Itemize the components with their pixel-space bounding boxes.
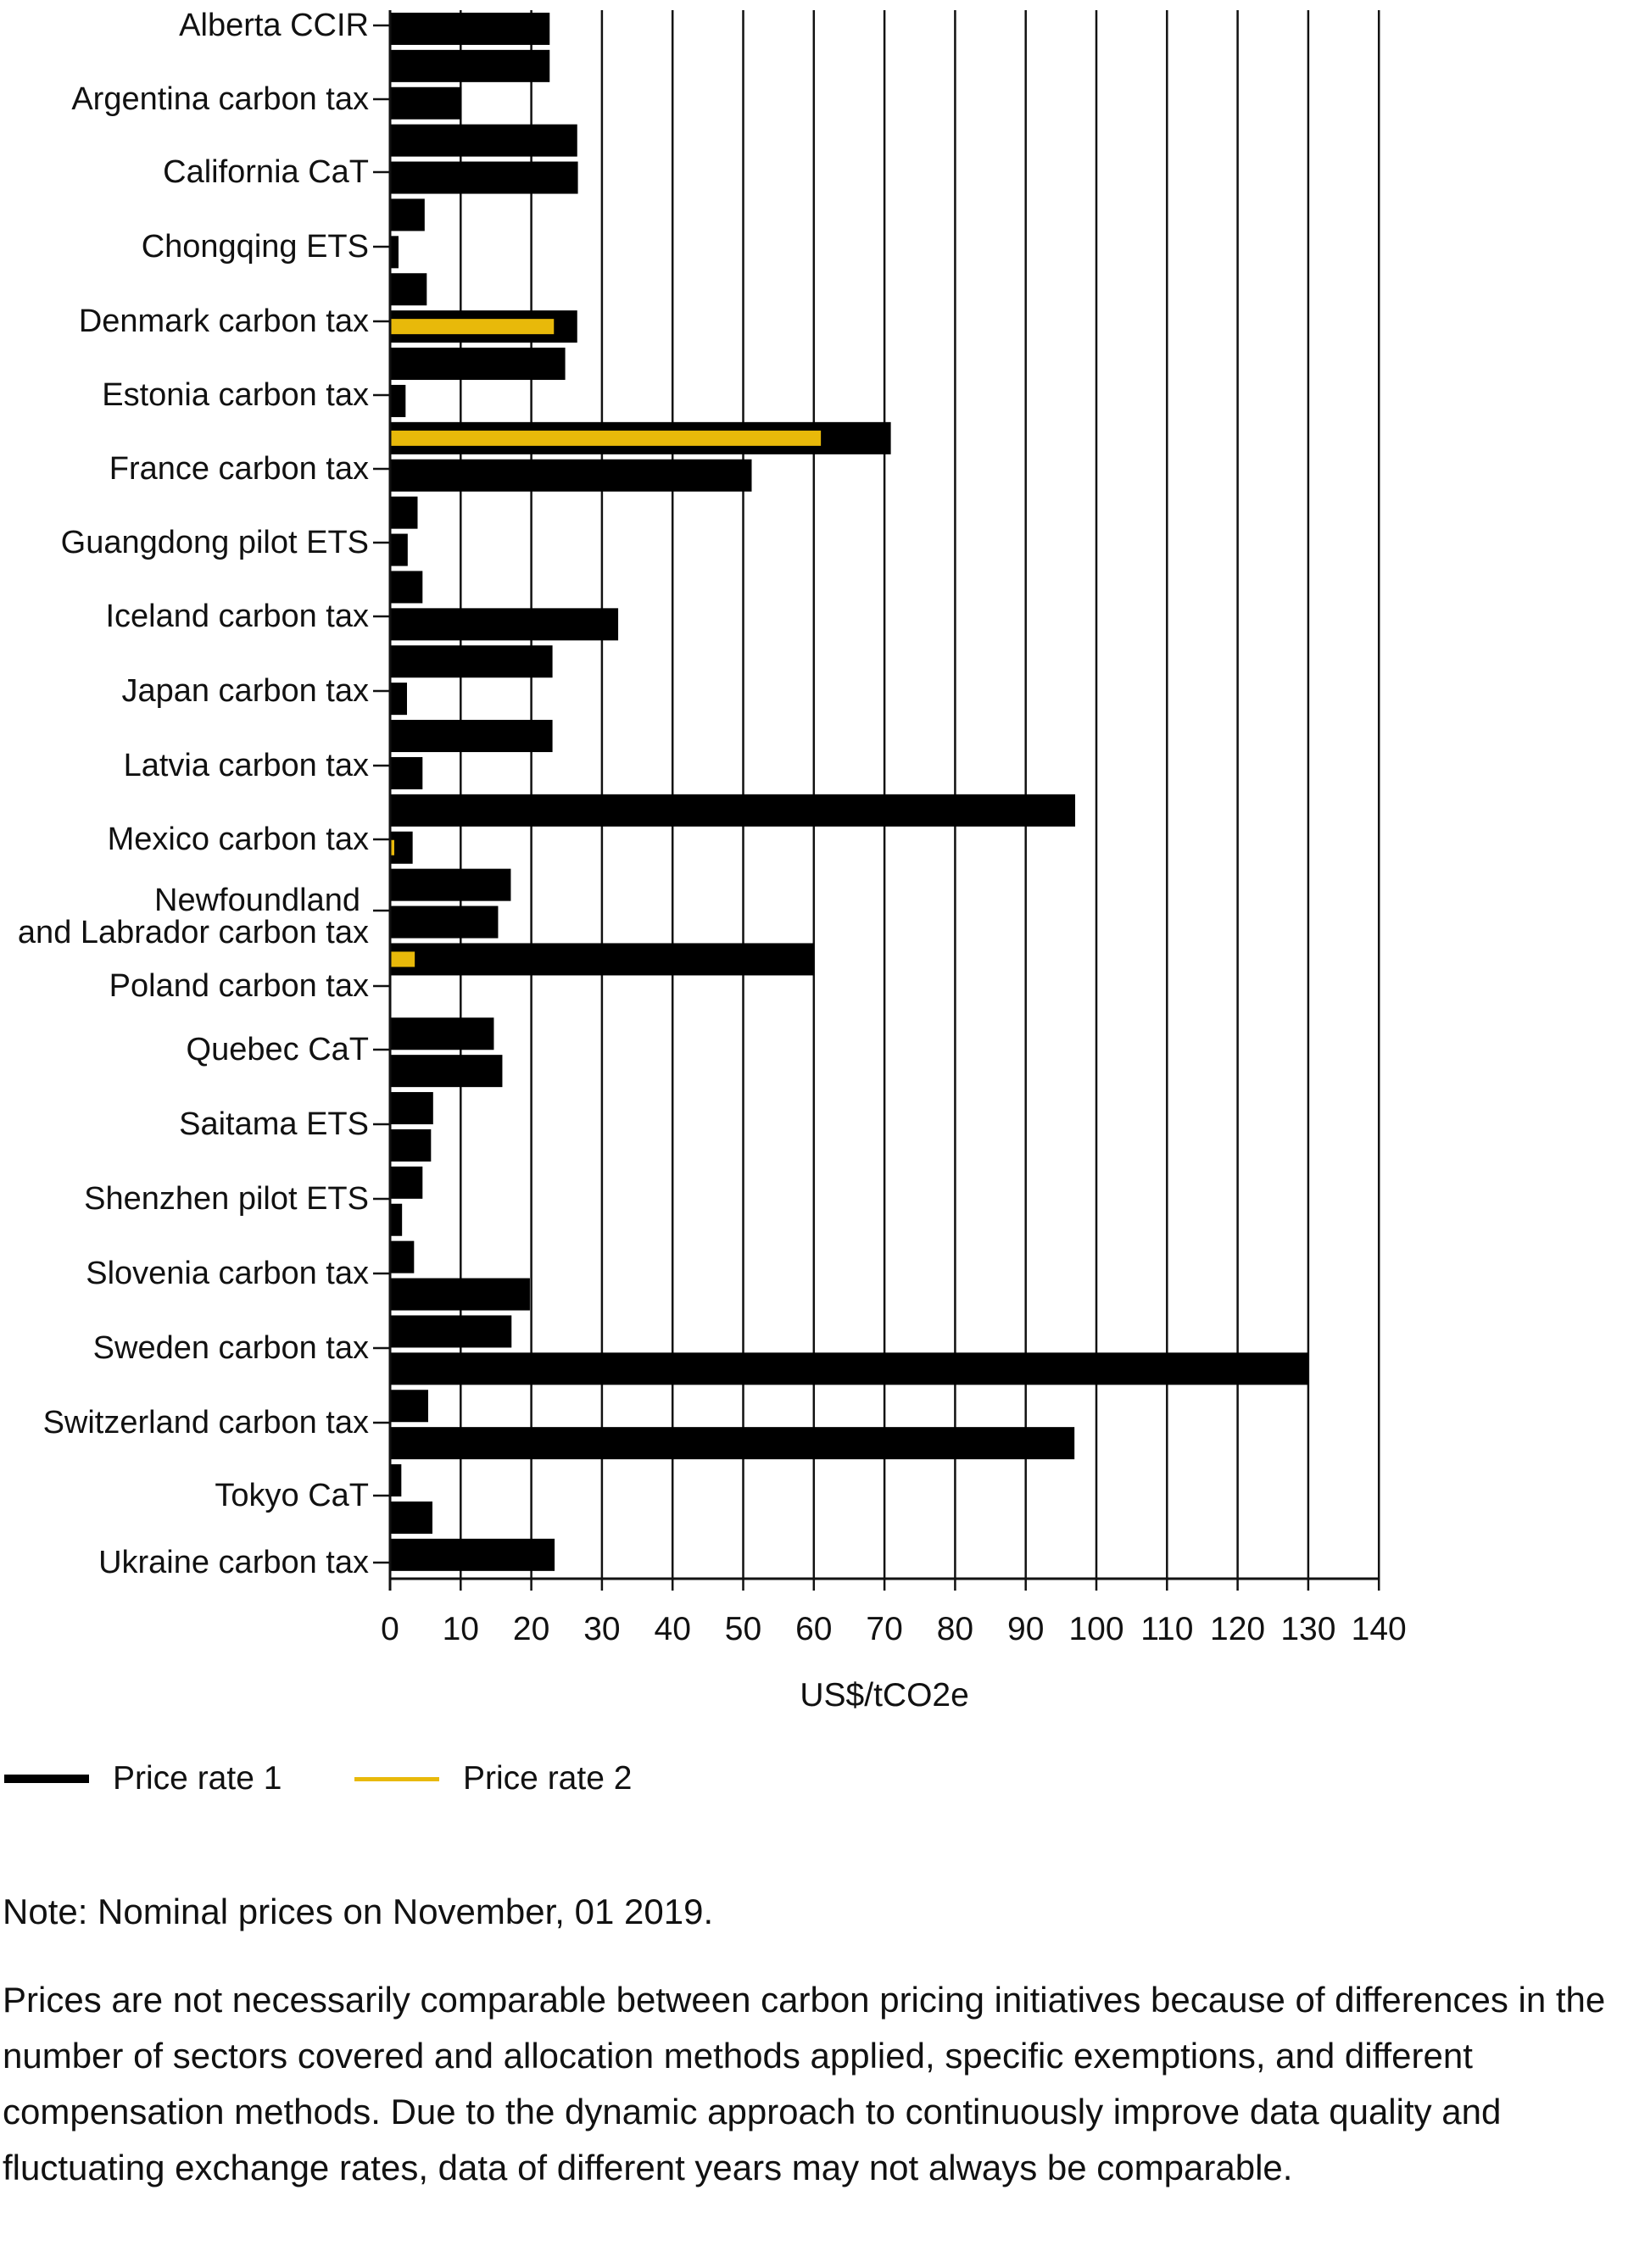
- bar-price-rate-2-row-9: [390, 319, 555, 335]
- bar-price-rate-1-row-3: [390, 86, 462, 120]
- category-label-california-cat: California CaT: [163, 154, 369, 190]
- bar-price-rate-1-row-10: [390, 348, 566, 381]
- category-label-alberta-ccir: Alberta CCIR: [179, 8, 369, 43]
- category-label-france-carbon-tax: France carbon tax: [109, 451, 369, 487]
- bar-price-rate-1-row-39: [390, 1427, 1075, 1460]
- category-label-poland-carbon-tax: Poland carbon tax: [109, 968, 369, 1004]
- bar-price-rate-1-row-28: [390, 1017, 494, 1050]
- bar-price-rate-1-row-30: [390, 1092, 433, 1125]
- bar-price-rate-1-row-41: [390, 1501, 432, 1534]
- bar-price-rate-2-row-23: [390, 839, 394, 855]
- bar-price-rate-1-row-18: [390, 645, 553, 678]
- category-label-iceland-carbon-tax: Iceland carbon tax: [105, 599, 369, 634]
- bar-price-rate-2-row-12: [390, 430, 822, 446]
- x-tick-label-10: 10: [443, 1611, 479, 1647]
- x-tick-label-140: 140: [1352, 1611, 1407, 1647]
- chart-note: Note: Nominal prices on November, 01 201…: [3, 1892, 714, 1931]
- axes: [388, 10, 1380, 1591]
- legend-label-price-rate-1: Price rate 1: [113, 1760, 282, 1797]
- bar-price-rate-1-row-6: [390, 198, 425, 231]
- bar-price-rate-1-row-2: [390, 49, 550, 82]
- bars: [390, 12, 1308, 1571]
- category-label-ukraine-carbon-tax: Ukraine carbon tax: [98, 1545, 369, 1580]
- bar-chart: Alberta CCIR Argentina carbon tax Californ…: [18, 8, 1407, 1714]
- category-label-saitama-ets: Saitama ETS: [179, 1106, 369, 1142]
- bar-price-rate-1-row-29: [390, 1055, 503, 1088]
- x-tick-label-120: 120: [1210, 1611, 1265, 1647]
- bar-price-rate-1-row-16: [390, 571, 423, 604]
- bar-price-rate-1-row-37: [390, 1352, 1308, 1385]
- bar-price-rate-1-row-34: [390, 1240, 415, 1273]
- x-tick-label-40: 40: [655, 1611, 691, 1647]
- x-axis-title: US$/tCO2e: [800, 1677, 968, 1714]
- category-label-chongqing-ets: Chongqing ETS: [142, 229, 369, 265]
- bar-price-rate-1-row-26: [390, 943, 814, 976]
- legend-item-price-rate-2: Price rate 2: [354, 1753, 632, 1804]
- x-tick-label-130: 130: [1280, 1611, 1335, 1647]
- bar-price-rate-1-row-35: [390, 1278, 530, 1311]
- bar-price-rate-1-row-7: [390, 236, 399, 269]
- category-label-shenzhen-pilot-ets: Shenzhen pilot ETS: [84, 1181, 369, 1217]
- x-tick-label-80: 80: [937, 1611, 973, 1647]
- bar-price-rate-1-row-4: [390, 124, 577, 157]
- legend-label-price-rate-2: Price rate 2: [463, 1760, 633, 1797]
- x-tick-label-110: 110: [1140, 1611, 1193, 1647]
- category-label-japan-carbon-tax: Japan carbon tax: [121, 673, 369, 709]
- bar-price-rate-2-row-26: [390, 951, 415, 967]
- bar-price-rate-1-row-32: [390, 1166, 423, 1199]
- category-label-tokyo-cat: Tokyo CaT: [215, 1478, 369, 1513]
- bar-price-rate-1-row-8: [390, 273, 427, 306]
- x-tick-label-60: 60: [795, 1611, 832, 1647]
- bar-price-rate-1-row-42: [390, 1538, 555, 1571]
- x-tick-labels: 0 10 20 30 40 50 60 70 80 90 100 110 120 130 140: [381, 1611, 1407, 1647]
- bar-price-rate-1-row-15: [390, 533, 408, 566]
- legend-swatch-price-rate-2: [354, 1776, 439, 1781]
- bar-price-rate-1-row-14: [390, 496, 418, 529]
- bar-price-rate-1-row-38: [390, 1390, 428, 1423]
- bar-price-rate-1-row-5: [390, 161, 578, 194]
- legend-item-price-rate-1: Price rate 1: [4, 1753, 282, 1804]
- bar-price-rate-1-row-40: [390, 1464, 402, 1497]
- category-label-argentina-carbon-tax: Argentina carbon tax: [71, 81, 369, 117]
- category-label-sweden-carbon-tax: Sweden carbon tax: [93, 1330, 369, 1366]
- bar-price-rate-1-row-31: [390, 1128, 432, 1162]
- category-label-newfoundland-and-labrador-carbon-tax-line-1: Newfoundland: [154, 883, 360, 918]
- category-label-switzerland-carbon-tax: Switzerland carbon tax: [43, 1405, 369, 1440]
- bar-price-rate-1-row-22: [390, 794, 1076, 827]
- bar-price-rate-1-row-19: [390, 683, 407, 716]
- category-labels: Alberta CCIR Argentina carbon tax Californ…: [18, 8, 390, 1580]
- bar-price-rate-1-row-17: [390, 608, 619, 641]
- x-tick-label-100: 100: [1068, 1611, 1123, 1647]
- category-label-denmark-carbon-tax: Denmark carbon tax: [79, 304, 369, 339]
- bar-price-rate-1-row-24: [390, 868, 511, 901]
- x-tick-label-0: 0: [381, 1611, 399, 1647]
- x-tick-label-50: 50: [725, 1611, 761, 1647]
- category-label-guangdong-pilot-ets: Guangdong pilot ETS: [61, 525, 369, 560]
- bar-price-rate-1-row-13: [390, 459, 752, 492]
- bar-price-rate-1-row-20: [390, 720, 553, 753]
- legend-swatch-price-rate-1: [4, 1775, 89, 1783]
- x-tick-label-70: 70: [866, 1611, 902, 1647]
- bar-price-rate-1-row-1: [390, 12, 550, 45]
- x-tick-label-90: 90: [1007, 1611, 1044, 1647]
- x-tick-label-20: 20: [513, 1611, 549, 1647]
- bar-price-rate-1-row-21: [390, 756, 423, 789]
- category-label-mexico-carbon-tax: Mexico carbon tax: [108, 822, 369, 857]
- legend: Price rate 1 Price rate 2: [0, 1753, 848, 1804]
- category-label-latvia-carbon-tax: Latvia carbon tax: [124, 748, 369, 783]
- bar-price-rate-1-row-33: [390, 1203, 403, 1236]
- bar-price-rate-1-row-11: [390, 384, 406, 417]
- category-label-newfoundland-and-labrador-carbon-tax-line-2: and Labrador carbon tax: [18, 915, 369, 950]
- bar-price-rate-1-row-36: [390, 1315, 512, 1348]
- x-tick-label-30: 30: [583, 1611, 620, 1647]
- category-label-slovenia-carbon-tax: Slovenia carbon tax: [86, 1256, 369, 1291]
- category-label-estonia-carbon-tax: Estonia carbon tax: [102, 377, 369, 413]
- category-label-quebec-cat: Quebec CaT: [187, 1032, 369, 1067]
- bar-price-rate-1-row-25: [390, 906, 499, 939]
- chart-disclaimer: Prices are not necessarily comparable be…: [3, 1980, 1606, 2187]
